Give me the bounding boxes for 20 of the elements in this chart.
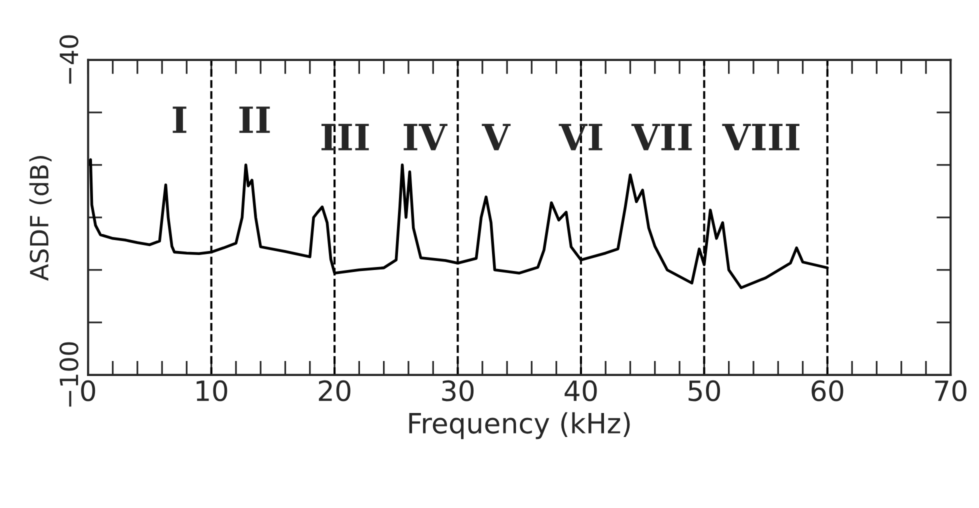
y-tick-label: −100 — [59, 342, 78, 407]
x-tick-label: 10 — [196, 380, 228, 402]
annotation: V — [482, 124, 511, 150]
annotation: VIII — [722, 124, 800, 150]
annotation: II — [239, 106, 270, 133]
x-tick-label: 60 — [812, 380, 844, 402]
x-tick-label: 50 — [688, 380, 720, 402]
y-axis-title: ASDF (dB) — [29, 156, 52, 281]
annotation: III — [321, 124, 369, 150]
x-tick-label: 20 — [318, 380, 350, 402]
annotation: VII — [631, 124, 692, 150]
x-tick-label: 30 — [442, 380, 474, 402]
x-axis-title: Frequency (kHz) — [409, 412, 630, 440]
annotation: IV — [404, 124, 448, 150]
annotation: I — [172, 106, 186, 133]
x-tick-label: 0 — [81, 380, 96, 402]
x-tick-label: 70 — [935, 380, 966, 402]
y-tick-label: −40 — [59, 35, 78, 84]
annotation: VI — [558, 124, 602, 150]
x-tick-label: 40 — [564, 380, 597, 402]
